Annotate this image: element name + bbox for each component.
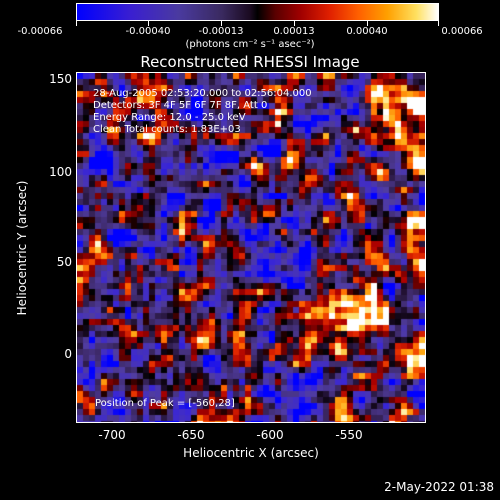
intensity-map — [77, 73, 425, 422]
info-detectors: Detectors: 3F 4F 5F 6F 7F 8F, Att 0 — [93, 100, 268, 111]
y-tick-label: 50 — [56, 255, 72, 269]
colorbar-tick — [76, 21, 77, 26]
x-tick-label: -700 — [98, 428, 126, 442]
info-counts: Clean Total counts: 1.83E+03 — [93, 124, 241, 135]
colorbar-label: 0.00066 — [441, 26, 483, 37]
colorbar-label: 0.00013 — [273, 26, 315, 37]
colorbar-tick — [148, 21, 149, 26]
x-tick-label: -600 — [256, 428, 284, 442]
colorbar-tick — [294, 21, 295, 26]
timestamp: 2-May-2022 01:38 — [384, 480, 494, 494]
info-time-range: 28-Aug-2005 02:53:20.000 to 02:56:04.000 — [93, 88, 312, 99]
colorbar-label: -0.00066 — [17, 26, 63, 37]
colorbar-unit-label: (photons cm⁻² s⁻¹ asec⁻²) — [185, 39, 315, 50]
y-tick-label: 150 — [49, 72, 72, 86]
colorbar-label: -0.00040 — [125, 26, 171, 37]
x-tick-label: -650 — [177, 428, 205, 442]
plot-area: 28-Aug-2005 02:53:20.000 to 02:56:04.000… — [76, 72, 426, 423]
y-axis-label: Heliocentric Y (arcsec) — [15, 180, 29, 316]
image-title: Reconstructed RHESSI Image — [140, 53, 360, 71]
colorbar-label: 0.00040 — [346, 26, 388, 37]
info-energy-range: Energy Range: 12.0 - 25.0 keV — [93, 112, 246, 123]
y-tick-label: 100 — [49, 165, 72, 179]
colorbar-tick — [367, 21, 368, 26]
x-axis-label: Heliocentric X (arcsec) — [183, 446, 319, 460]
colorbar — [76, 3, 439, 21]
info-peak-position: Position of Peak = [-560,28] — [95, 398, 235, 409]
y-tick-label: 0 — [64, 347, 72, 361]
x-tick-label: -550 — [335, 428, 363, 442]
colorbar-label: -0.00013 — [198, 26, 244, 37]
colorbar-tick — [438, 21, 439, 26]
colorbar-tick — [221, 21, 222, 26]
